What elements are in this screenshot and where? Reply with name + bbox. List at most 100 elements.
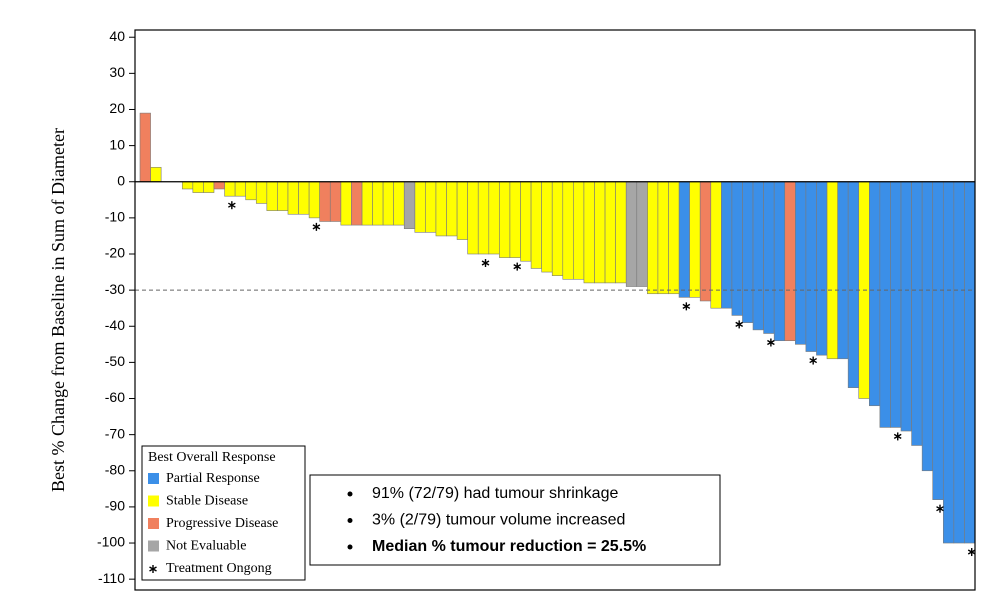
bar	[361, 181, 373, 226]
bar	[551, 181, 564, 276]
y-tick-label: -100	[97, 534, 125, 550]
bar	[763, 181, 775, 334]
bar	[266, 181, 278, 211]
bar	[467, 181, 479, 255]
bar	[921, 181, 934, 472]
y-tick-label: 30	[109, 64, 125, 80]
legend-swatch	[148, 473, 159, 484]
bar	[308, 181, 320, 219]
bar	[742, 181, 754, 323]
y-tick-label: -90	[105, 498, 125, 514]
y-tick-label: -80	[105, 461, 125, 477]
y-axis-label: Best % Change from Baseline in Sum of Di…	[48, 128, 68, 492]
legend-swatch	[148, 495, 159, 507]
bar	[277, 181, 289, 211]
bar	[594, 181, 606, 284]
bar	[287, 181, 299, 215]
bar	[234, 181, 246, 197]
bar	[689, 181, 701, 298]
bullet	[347, 491, 353, 497]
legend-box	[141, 445, 306, 581]
bar	[636, 181, 648, 287]
bar	[668, 181, 680, 295]
y-tick-label: 0	[117, 172, 125, 188]
bar	[678, 181, 690, 298]
bar	[477, 181, 490, 255]
bar	[657, 181, 669, 295]
bar	[562, 181, 574, 280]
bar	[456, 181, 468, 240]
bar	[393, 181, 405, 226]
bar	[530, 181, 542, 269]
annotation: 3% (2/79) tumour volume increased	[372, 512, 625, 529]
ongoing-marker	[809, 356, 818, 365]
bar	[541, 181, 553, 273]
annotation: Median % tumour reduction = 25.5%	[372, 538, 646, 555]
ongoing-marker	[893, 432, 902, 441]
bar	[911, 181, 923, 446]
bar	[795, 181, 807, 345]
bar	[805, 181, 817, 352]
ongoing-marker	[312, 222, 321, 231]
bullet	[347, 518, 353, 523]
bar	[255, 181, 268, 204]
bar	[329, 181, 342, 222]
asterisk-stroke	[149, 566, 157, 572]
bar	[826, 181, 838, 360]
bar	[499, 181, 511, 258]
bar	[435, 181, 447, 237]
ongoing-marker	[936, 504, 944, 513]
asterisk-stroke	[735, 321, 744, 328]
ongoing-marker	[682, 302, 691, 311]
legend-title: Best Overall Response	[148, 450, 276, 465]
legend-label: Partial Response	[166, 471, 260, 486]
bar	[425, 181, 437, 233]
bar	[847, 181, 860, 388]
bar	[900, 181, 912, 432]
bar	[816, 181, 828, 356]
bar	[372, 181, 384, 226]
y-tick-label: -20	[105, 245, 125, 261]
ongoing-marker	[967, 548, 976, 557]
bar	[298, 181, 310, 215]
asterisk-stroke	[481, 260, 490, 266]
ongoing-marker	[513, 262, 522, 271]
bar	[583, 181, 595, 284]
annotation: 91% (72/79) had tumour shrinkage	[372, 485, 618, 502]
bar	[150, 166, 162, 183]
asterisk-stroke	[227, 202, 236, 208]
y-tick-label: -40	[105, 317, 125, 333]
asterisk-stroke	[936, 506, 944, 512]
y-tick-label: 20	[109, 100, 125, 116]
bar	[203, 181, 215, 193]
ongoing-marker	[481, 259, 490, 267]
bar	[964, 181, 976, 544]
bar	[351, 181, 363, 226]
asterisk-stroke	[767, 339, 775, 346]
bar	[869, 181, 881, 407]
bar	[837, 181, 849, 360]
y-tick-label: 10	[109, 136, 125, 152]
bar	[340, 181, 352, 226]
legend-swatch	[148, 540, 159, 552]
bar	[488, 181, 500, 255]
asterisk-stroke	[513, 264, 522, 270]
y-tick-label: -50	[105, 353, 125, 369]
ongoing-marker	[227, 201, 236, 210]
bar	[446, 181, 458, 237]
bar	[181, 181, 194, 190]
bar	[625, 181, 638, 287]
asterisk-stroke	[893, 433, 902, 440]
legend-label: Progressive Disease	[166, 516, 278, 531]
y-tick-label: -60	[105, 389, 125, 405]
bar	[932, 181, 944, 500]
bar	[604, 181, 616, 284]
bar	[245, 181, 257, 201]
bar	[731, 181, 743, 316]
bar	[710, 181, 722, 309]
plot-frame	[134, 29, 976, 591]
bar	[139, 112, 151, 183]
bar	[752, 181, 764, 331]
legend-swatch	[148, 518, 159, 529]
